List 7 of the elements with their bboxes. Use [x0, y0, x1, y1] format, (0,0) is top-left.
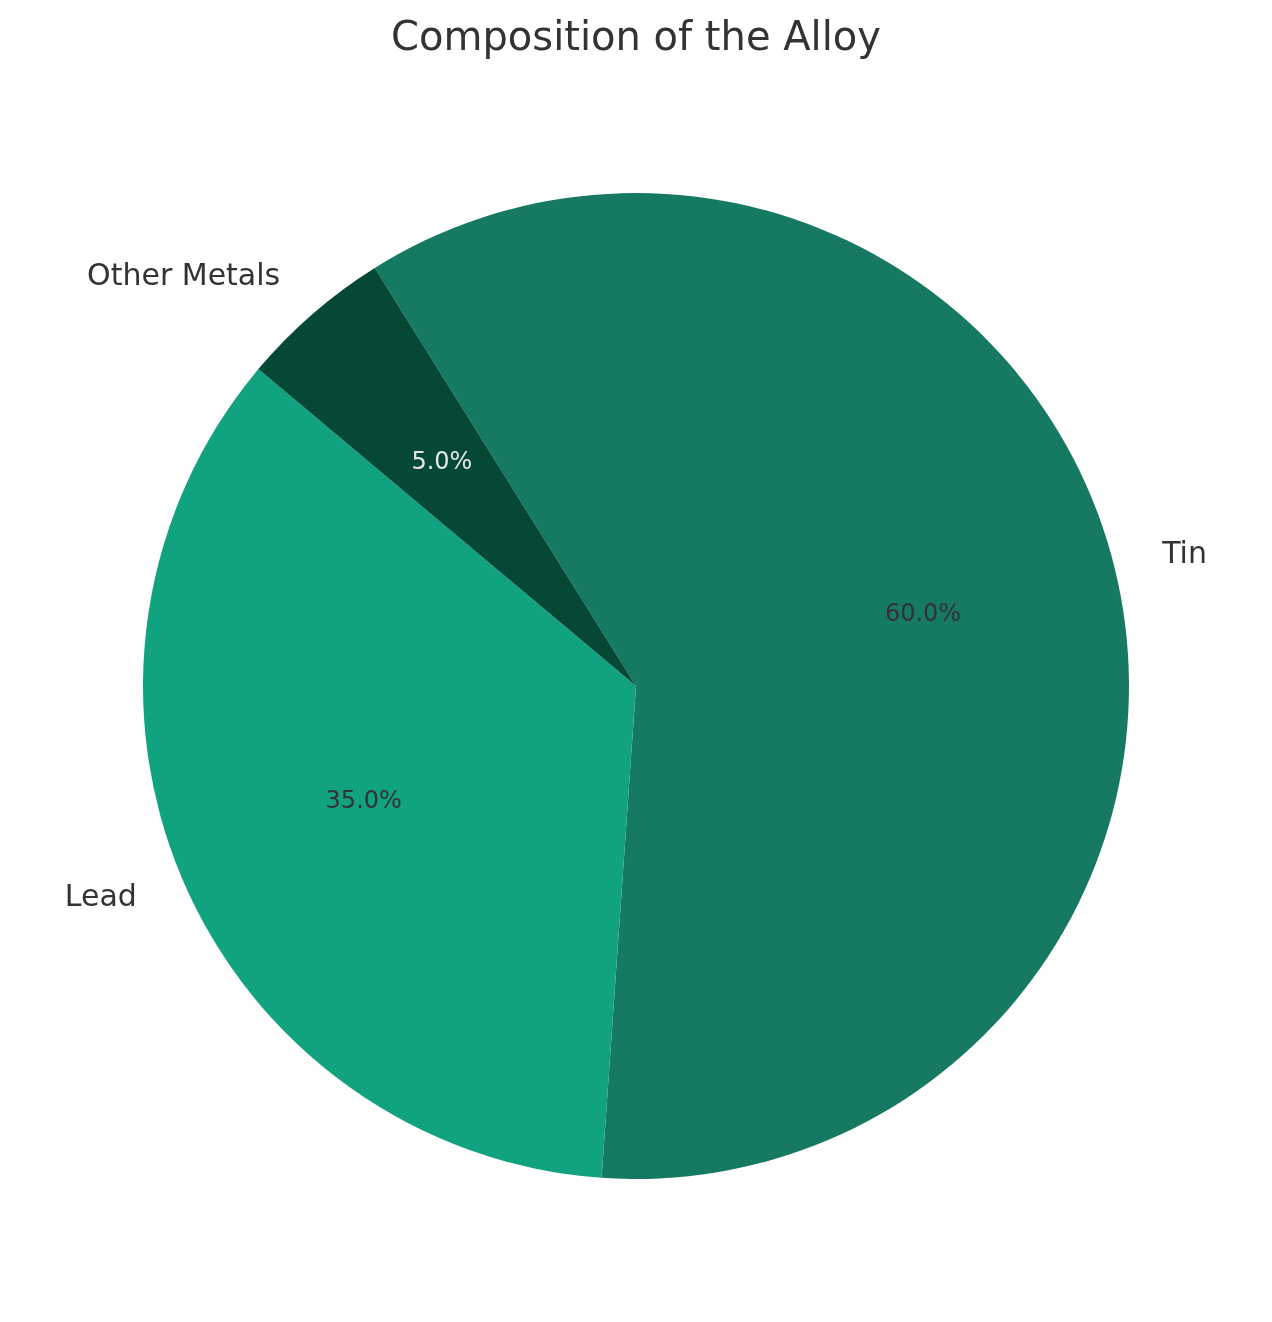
slice-label: Other Metals: [87, 256, 281, 292]
data-label: 35.0%: [325, 785, 402, 814]
data-label: 5.0%: [411, 446, 473, 475]
chart-title: Composition of the Alloy: [391, 13, 881, 60]
data-label: 60.0%: [884, 598, 962, 627]
slice-label: Lead: [64, 877, 137, 913]
slice-label: Tin: [1161, 534, 1207, 570]
